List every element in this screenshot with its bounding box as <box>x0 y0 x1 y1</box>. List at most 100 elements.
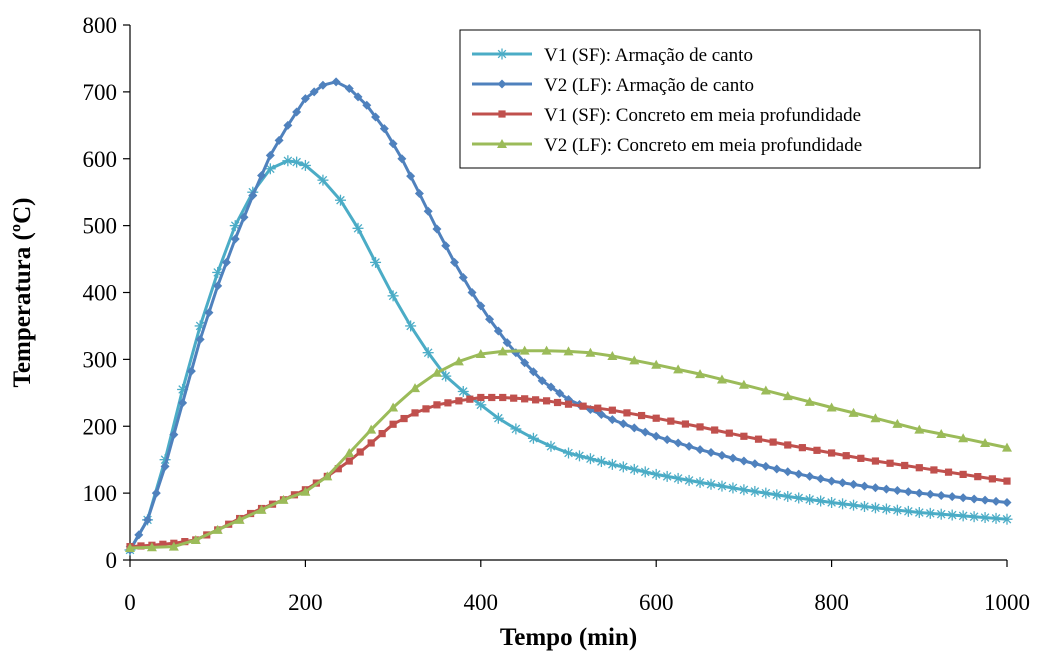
data-point <box>585 347 596 357</box>
y-tick-label: 700 <box>83 80 118 105</box>
data-point <box>239 212 249 222</box>
data-point <box>769 438 777 446</box>
data-point <box>595 456 607 468</box>
data-point <box>212 524 223 534</box>
data-point <box>739 456 749 466</box>
data-point <box>696 423 704 431</box>
data-point <box>754 435 763 443</box>
y-axis-ticks: 0 100 200 300 400 500 600 700 800 <box>83 13 130 573</box>
data-point <box>389 420 397 428</box>
data-point <box>826 496 838 508</box>
data-point <box>637 411 646 420</box>
data-point <box>848 499 860 511</box>
data-point <box>265 150 275 160</box>
data-point <box>542 397 551 405</box>
data-point <box>750 459 760 469</box>
data-point <box>160 461 170 471</box>
data-point <box>230 234 240 244</box>
data-point <box>453 356 464 366</box>
data-point <box>784 441 792 449</box>
data-point <box>370 256 382 268</box>
data-point <box>761 461 771 471</box>
data-point <box>455 397 463 405</box>
data-point <box>440 370 452 382</box>
data-point <box>606 458 618 470</box>
data-point <box>449 257 459 267</box>
data-point <box>168 541 179 551</box>
data-point <box>1003 477 1011 485</box>
data-point <box>477 393 485 402</box>
data-point <box>661 470 673 482</box>
data-point <box>628 463 640 475</box>
data-point <box>869 502 881 514</box>
data-point <box>397 154 407 164</box>
data-point <box>594 404 602 412</box>
legend-label: V1 (SF): Concreto em meia profundidade <box>544 105 861 126</box>
data-point <box>629 355 640 365</box>
data-point <box>793 492 805 504</box>
data-point <box>151 488 161 498</box>
data-point <box>936 490 946 500</box>
data-point <box>546 382 556 392</box>
data-point <box>771 489 783 501</box>
x-tick-label: 800 <box>814 590 849 615</box>
data-point <box>980 437 991 447</box>
data-point <box>880 503 892 515</box>
data-point <box>256 504 267 514</box>
data-point <box>794 469 804 479</box>
data-point <box>422 405 430 413</box>
data-point <box>1001 513 1013 525</box>
data-point <box>596 410 606 420</box>
data-point <box>278 494 289 504</box>
data-point <box>497 139 507 148</box>
data-point <box>930 466 938 474</box>
data-point <box>475 349 486 359</box>
legend-label: V2 (LF): Concreto em meia profundidade <box>544 135 862 156</box>
data-point <box>309 87 319 97</box>
data-point <box>979 512 991 524</box>
data-point <box>274 135 284 145</box>
data-point <box>947 492 957 502</box>
data-point <box>816 474 826 484</box>
data-point <box>826 402 837 412</box>
data-point <box>870 483 880 493</box>
data-point <box>783 467 793 477</box>
data-point <box>186 366 196 376</box>
legend: V1 (SF): Armação de canto V2 (LF): Armaçã… <box>459 29 981 169</box>
data-point <box>798 444 806 452</box>
data-point <box>555 388 565 398</box>
data-point <box>1002 442 1012 452</box>
series-layer <box>124 77 1013 556</box>
data-point <box>318 80 328 90</box>
y-tick-label: 300 <box>83 347 118 372</box>
data-point <box>673 438 683 448</box>
data-point <box>871 457 880 465</box>
data-point <box>651 431 661 441</box>
data-point <box>353 92 363 102</box>
data-point <box>959 470 967 478</box>
data-point <box>936 428 947 438</box>
data-point <box>159 540 167 548</box>
data-point <box>502 338 512 348</box>
y-tick-label: 100 <box>83 481 118 506</box>
data-point <box>221 257 231 267</box>
data-point <box>423 206 433 216</box>
data-point <box>488 393 496 402</box>
data-point <box>629 423 639 433</box>
y-tick-label: 800 <box>83 13 118 38</box>
data-point <box>858 501 870 512</box>
data-point <box>564 400 573 408</box>
data-point <box>378 430 386 438</box>
x-tick-label: 1000 <box>984 590 1030 615</box>
x-tick-label: 200 <box>288 590 323 615</box>
data-point <box>410 383 421 393</box>
data-point <box>229 220 241 232</box>
data-point <box>891 504 903 516</box>
data-point <box>406 171 416 181</box>
data-point <box>914 488 924 498</box>
legend-entry: V1 (SF): Armação de canto <box>472 45 753 66</box>
data-point <box>411 409 419 417</box>
data-point <box>859 481 869 491</box>
data-point <box>958 493 968 503</box>
data-point <box>738 379 749 389</box>
